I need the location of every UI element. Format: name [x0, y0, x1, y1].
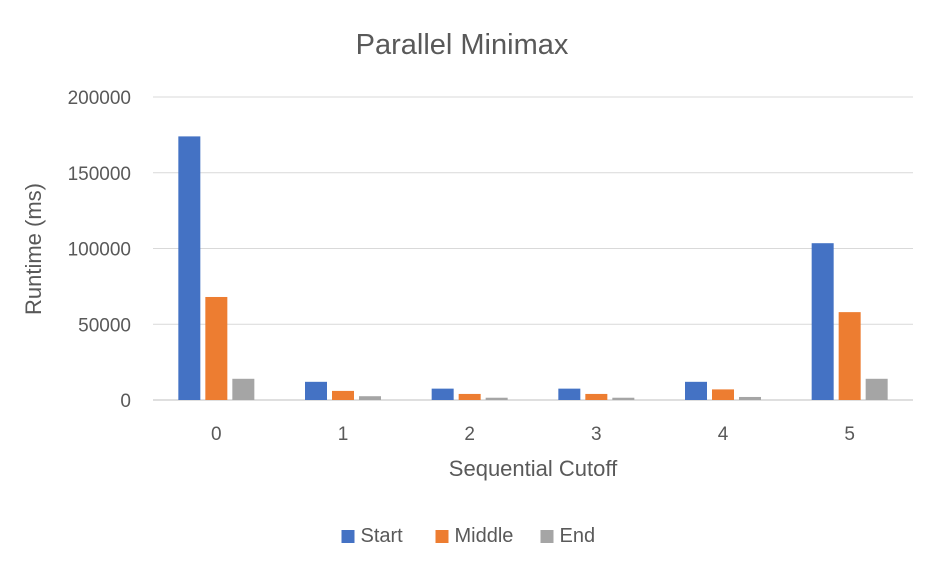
x-axis-ticks: 0 1 2 3 4 5: [211, 424, 855, 445]
y-tick-label: 150000: [68, 164, 131, 185]
bar-middle-3: [585, 393, 608, 400]
bar-middle-4: [712, 389, 734, 400]
y-axis-ticks: 0 50000 100000 150000 200000: [68, 88, 131, 412]
legend-label-end: End: [560, 525, 596, 547]
x-tick-label: 3: [591, 424, 602, 445]
bar-end-2: [485, 397, 508, 400]
y-tick-label: 50000: [78, 315, 131, 336]
y-tick-label: 0: [120, 391, 131, 412]
bar-start-4: [685, 381, 707, 400]
legend-swatch-end: [540, 530, 554, 543]
bar-start-0: [178, 136, 201, 400]
x-tick-label: 0: [211, 424, 222, 445]
bar-start-2: [431, 388, 454, 400]
gridlines: [153, 96, 913, 401]
legend-label-middle: Middle: [455, 525, 514, 547]
legend: Start Middle End: [341, 525, 596, 547]
y-tick-label: 200000: [68, 88, 131, 109]
bar-end-5: [865, 378, 888, 400]
x-tick-label: 2: [464, 424, 475, 445]
x-tick-label: 5: [844, 424, 855, 445]
y-axis-title: Runtime (ms): [21, 183, 46, 315]
bar-start-5: [811, 243, 834, 400]
bar-middle-1: [332, 390, 354, 400]
bar-end-4: [739, 396, 761, 400]
x-axis-title: Sequential Cutoff: [449, 456, 618, 481]
bar-middle-2: [458, 393, 481, 400]
bar-end-1: [359, 396, 381, 400]
bars: [178, 136, 888, 400]
x-tick-label: 1: [338, 424, 349, 445]
chart-title: Parallel Minimax: [356, 29, 569, 61]
bar-middle-0: [205, 296, 228, 400]
bar-end-3: [612, 397, 635, 400]
bar-end-0: [232, 378, 255, 400]
legend-swatch-start: [341, 530, 355, 543]
bar-start-1: [305, 381, 327, 400]
legend-swatch-middle: [435, 530, 449, 543]
bar-start-3: [558, 388, 581, 400]
y-tick-label: 100000: [68, 240, 131, 261]
bar-middle-5: [838, 312, 861, 400]
x-tick-label: 4: [718, 424, 729, 445]
legend-label-start: Start: [361, 525, 404, 547]
